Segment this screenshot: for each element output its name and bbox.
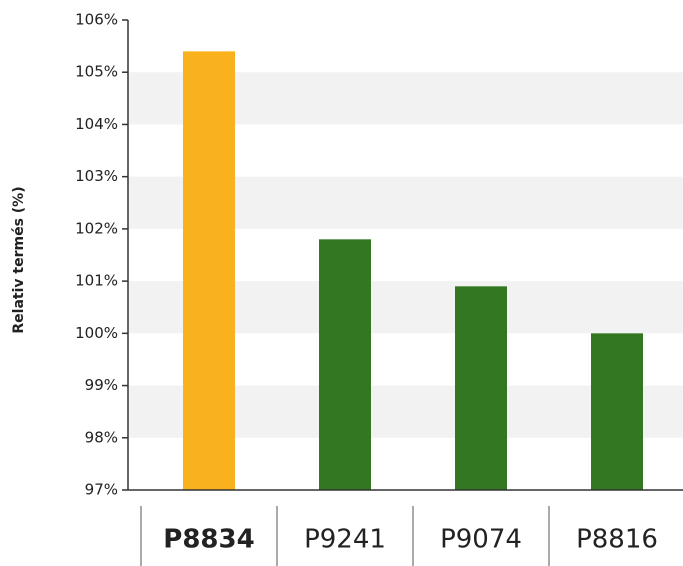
y-tick-label: 101% bbox=[75, 272, 118, 290]
y-tick-label: 100% bbox=[75, 324, 118, 342]
y-tick-label: 99% bbox=[85, 376, 118, 394]
y-tick-label: 104% bbox=[75, 115, 118, 133]
bar bbox=[591, 333, 643, 490]
y-tick-label: 97% bbox=[85, 481, 118, 499]
x-tick-label: P8834 bbox=[163, 525, 254, 555]
y-tick-label: 105% bbox=[75, 63, 118, 81]
bar bbox=[319, 239, 371, 490]
y-tick-label: 102% bbox=[75, 219, 118, 237]
y-tick-label: 106% bbox=[75, 11, 118, 29]
bar bbox=[183, 51, 235, 490]
y-axis-label: Relativ termés (%) bbox=[11, 186, 27, 333]
x-tick-label: P8816 bbox=[576, 525, 658, 555]
bar bbox=[455, 286, 507, 490]
y-tick-label: 103% bbox=[75, 167, 118, 185]
x-tick-label: P9074 bbox=[440, 525, 522, 555]
y-tick-label: 98% bbox=[85, 428, 118, 446]
x-tick-label: P9241 bbox=[304, 525, 386, 555]
